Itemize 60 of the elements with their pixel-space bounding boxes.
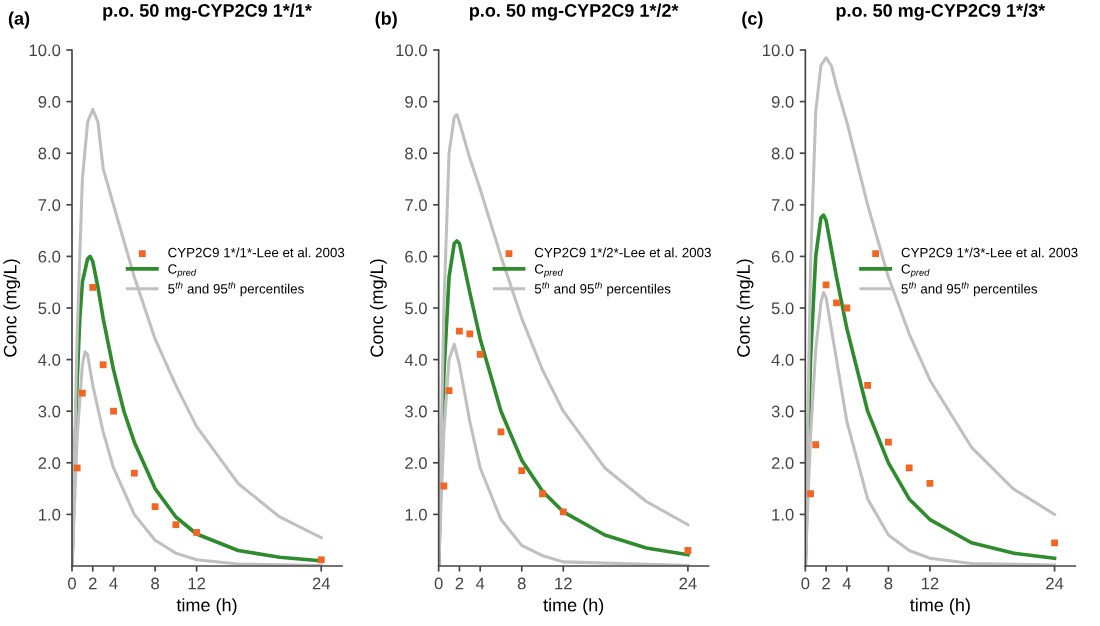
x-tick-label: 8: [517, 577, 526, 590]
y-tick-label: 1.0: [772, 508, 794, 521]
y-tick-label: 4.0: [404, 354, 427, 366]
x-tick-label: 0: [801, 577, 810, 590]
x-tick-label: 8: [151, 577, 159, 590]
y-tick-label: 8.0: [405, 147, 427, 160]
y-tick-label: 3.0: [405, 405, 427, 418]
y-tick-label: 7.0: [771, 199, 794, 211]
x-tick-label: 2: [455, 577, 464, 590]
y-axis-title: Conc (mg/L): [3, 259, 21, 357]
x-tick-label: 0: [68, 577, 76, 590]
y-tick-label: 10.0: [763, 44, 794, 57]
y-axis-title: Conc (mg/L): [736, 259, 754, 357]
y-tick-label: 9.0: [38, 96, 61, 108]
y-tick-label: 9.0: [405, 96, 427, 108]
chart-title: p.o. 50 mg-CYP2C9 1*/3*: [836, 3, 1046, 21]
x-tick-label: 4: [109, 577, 118, 590]
x-tick-label: 2: [822, 577, 830, 590]
y-tick-label: 2.0: [405, 457, 427, 469]
y-axis-title: Conc (mg/L): [369, 259, 387, 357]
text: (a): [8, 11, 30, 29]
y-tick-label: 8.0: [771, 147, 794, 160]
y-tick-label: 5.0: [38, 302, 61, 315]
x-tick-label: 4: [842, 577, 852, 590]
y-tick-label: 10.0: [29, 44, 61, 57]
y-tick-label: 1.0: [405, 508, 427, 521]
y-tick-label: 6.0: [405, 250, 427, 263]
y-tick-label: 2.0: [38, 457, 61, 469]
x-tick-label: 24: [679, 577, 697, 590]
y-tick-label: 8.0: [38, 147, 61, 160]
x-tick-label: 12: [555, 577, 572, 590]
x-tick-label: 24: [1046, 577, 1064, 590]
x-axis-title: time (h): [910, 598, 970, 616]
y-tick-label: 9.0: [771, 96, 794, 108]
text: (b): [375, 11, 397, 29]
x-tick-label: 24: [312, 577, 331, 590]
y-tick-label: 6.0: [771, 250, 794, 263]
y-tick-label: 4.0: [38, 354, 61, 366]
y-tick-label: 7.0: [38, 199, 61, 211]
y-tick-label: 6.0: [38, 250, 61, 263]
y-tick-label: 5.0: [405, 302, 427, 315]
y-tick-label: 3.0: [38, 405, 61, 418]
x-tick-label: 0: [434, 577, 443, 590]
y-tick-label: 1.0: [38, 508, 61, 521]
y-tick-label: 4.0: [771, 354, 794, 366]
x-tick-label: 4: [475, 577, 485, 590]
y-tick-label: 3.0: [771, 405, 794, 418]
x-axis-title: time (h): [176, 598, 237, 616]
y-tick-label: 10.0: [396, 44, 427, 57]
x-tick-label: 8: [884, 577, 893, 590]
y-tick-label: 7.0: [405, 199, 427, 211]
x-axis-title: time (h): [543, 598, 604, 616]
x-tick-label: 12: [921, 577, 939, 590]
y-tick-label: 2.0: [771, 457, 794, 469]
y-tick-label: 5.0: [771, 302, 794, 315]
x-tick-label: 2: [88, 577, 97, 590]
chart-title: p.o. 50 mg-CYP2C9 1*/1*: [103, 3, 312, 21]
chart-title: p.o. 50 mg-CYP2C9 1*/2*: [470, 3, 679, 21]
x-tick-label: 12: [188, 577, 206, 590]
text: (c): [742, 11, 763, 29]
